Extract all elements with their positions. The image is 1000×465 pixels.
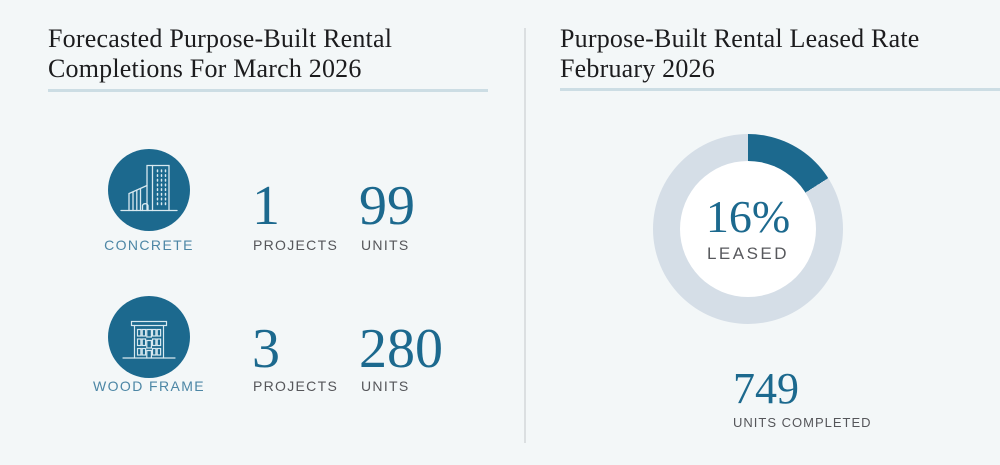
concrete-units-label: UNITS [361,237,410,253]
leased-percent-sublabel: LEASED [706,244,790,263]
units-completed-value: 749 [733,364,799,413]
left-panel-title: Forecasted Purpose-Built Rental Completi… [48,24,393,83]
wood-frame-units-value: 280 [359,318,443,380]
right-title-underline [560,88,1000,91]
right-panel-title: Purpose-Built Rental Leased Rate Februar… [560,24,920,83]
wood-frame-lowrise-building-icon [108,296,190,378]
units-completed-label: UNITS COMPLETED [733,415,872,430]
concrete-category-label: CONCRETE [104,237,194,253]
leased-percent-value: 16% [705,191,791,242]
left-title-underline [48,89,488,92]
concrete-units-value: 99 [359,175,415,237]
leased-donut-center: 16% LEASED [680,161,816,297]
concrete-projects-label: PROJECTS [253,237,339,253]
wood-frame-icon-badge [108,296,190,378]
concrete-projects-value: 1 [252,175,280,237]
concrete-highrise-building-icon [108,149,190,231]
wood-frame-projects-label: PROJECTS [253,378,339,394]
wood-frame-units-label: UNITS [361,378,410,394]
wood-frame-category-label: WOOD FRAME [93,378,205,394]
concrete-icon-badge [108,149,190,231]
wood-frame-projects-value: 3 [252,318,280,380]
panel-divider [524,28,526,443]
